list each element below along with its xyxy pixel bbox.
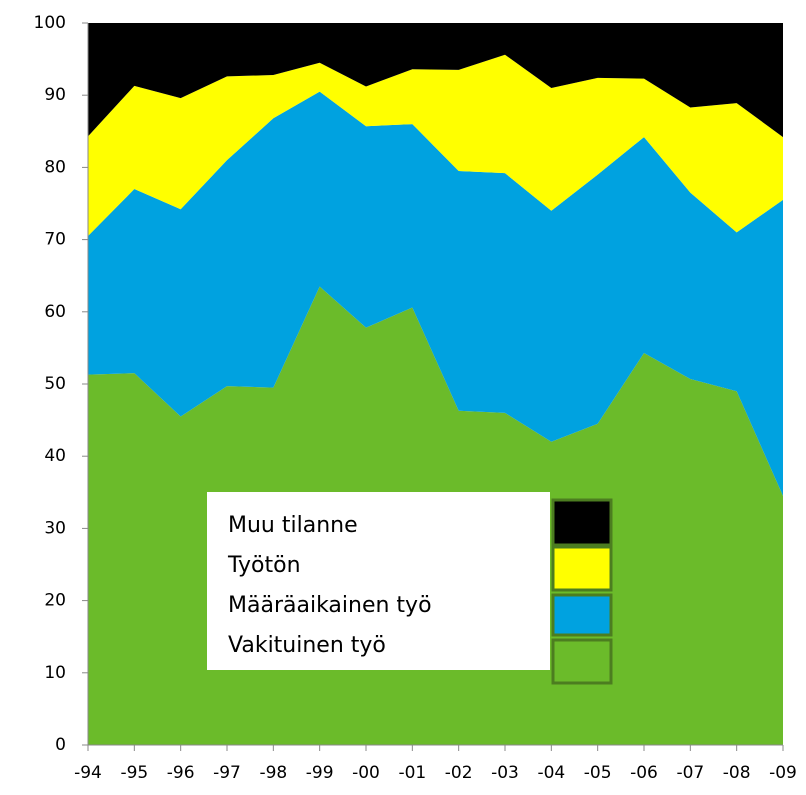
legend-swatch (551, 498, 613, 547)
x-tick-label: -97 (213, 763, 241, 783)
area (88, 23, 783, 138)
legend: Muu tilanne Työtön Määräaikainen työ Vakitu… (207, 492, 613, 685)
x-tick-label: -01 (398, 763, 426, 783)
x-tick-label: -07 (676, 763, 704, 783)
y-tick-label: 70 (44, 230, 66, 250)
x-tick-label: -00 (352, 763, 380, 783)
x-tick-label: -98 (259, 763, 287, 783)
y-tick-label: 80 (44, 157, 66, 177)
y-tick-label: 50 (44, 374, 66, 394)
x-tick-label: -04 (537, 763, 565, 783)
x-tick-label: -08 (723, 763, 751, 783)
x-tick-label: -96 (167, 763, 195, 783)
legend-label: Muu tilanne (228, 513, 358, 538)
y-tick-label: 0 (55, 735, 66, 755)
x-tick-label: -99 (306, 763, 334, 783)
area (88, 91, 783, 496)
x-tick-label: -06 (630, 763, 658, 783)
x-tick-label: -95 (120, 763, 148, 783)
y-tick-label: 60 (44, 302, 66, 322)
legend-box (207, 492, 550, 670)
x-tick-label: -05 (584, 763, 612, 783)
area (88, 54, 783, 236)
y-tick-label: 20 (44, 591, 66, 611)
y-tick-label: 100 (34, 13, 66, 33)
legend-label: Vakituinen työ (228, 633, 386, 658)
legend-swatch (551, 545, 613, 592)
legend-label: Määräaikainen työ (228, 593, 432, 618)
y-tick-label: 40 (44, 446, 66, 466)
x-tick-label: -09 (769, 763, 797, 783)
x-tick-label: -94 (74, 763, 102, 783)
x-tick-label: -03 (491, 763, 519, 783)
legend-label: Työtön (227, 553, 301, 578)
x-tick-label: -02 (445, 763, 473, 783)
y-tick-label: 10 (44, 663, 66, 683)
y-tick-label: 90 (44, 85, 66, 105)
legend-swatch (551, 638, 613, 685)
y-tick-label: 30 (44, 518, 66, 538)
legend-swatch (551, 593, 613, 637)
